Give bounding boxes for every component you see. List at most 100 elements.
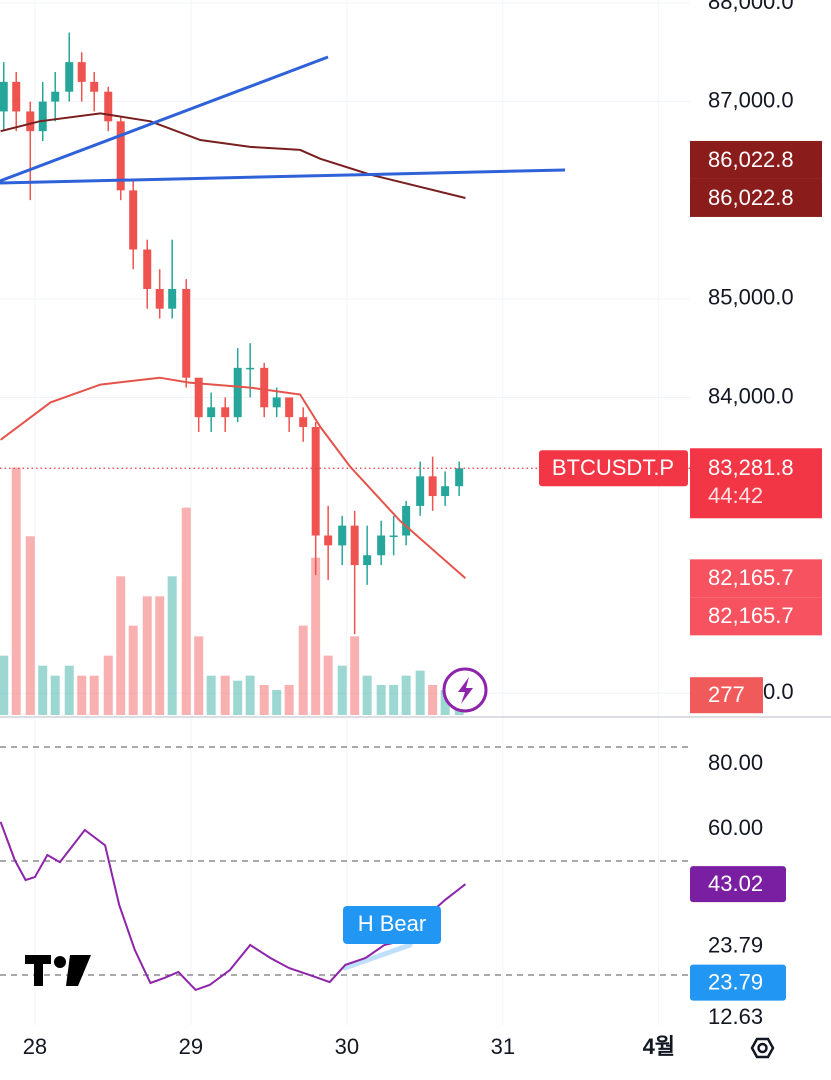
- countdown-label: 44:42: [708, 483, 763, 508]
- annotation-label: H Bear: [358, 911, 426, 936]
- price-tag: [690, 140, 822, 179]
- candle-body: [0, 81, 8, 112]
- volume-bar: [440, 689, 450, 715]
- price-tag: [690, 597, 822, 636]
- candle-body: [324, 535, 333, 546]
- x-tick-label: 30: [335, 1034, 359, 1059]
- volume-bar: [64, 665, 74, 715]
- last-price-label: 83,281.8: [708, 455, 794, 480]
- volume-bar: [0, 655, 9, 715]
- price-tag-label: 82,165.7: [708, 603, 794, 628]
- candle-body: [389, 535, 398, 538]
- volume-bar: [89, 675, 99, 715]
- volume-bar: [116, 576, 126, 715]
- volume-bar: [220, 675, 230, 715]
- rsi-tag-label: 43.02: [708, 871, 763, 896]
- tradingview-logo: [25, 955, 91, 986]
- rsi-tick-label: 60.00: [708, 815, 763, 840]
- candle-body: [363, 555, 372, 566]
- candle-body: [350, 525, 359, 566]
- candle-body: [182, 288, 191, 378]
- candle-body: [221, 407, 230, 418]
- candle-body: [116, 121, 125, 191]
- volume-bar: [181, 507, 191, 715]
- rsi-tag: [690, 866, 786, 903]
- rsi-tag: [690, 964, 786, 1001]
- candle-body: [272, 397, 281, 408]
- volume-bar: [77, 675, 87, 715]
- candle-body: [129, 190, 138, 250]
- candle-body: [65, 62, 74, 92]
- candle-body: [377, 535, 386, 556]
- rsi-tick-label: 23.79: [708, 932, 763, 957]
- candle-body: [311, 427, 320, 536]
- y-tick-label: 85,000.0: [708, 285, 794, 310]
- candle-body: [233, 367, 242, 418]
- y-tick-label: 88,000.0: [708, 0, 794, 14]
- volume-bar: [103, 655, 113, 715]
- symbol-tag: [539, 450, 688, 487]
- moving-average-line: [0, 112, 466, 199]
- candle-body: [104, 91, 113, 122]
- candle-body: [299, 417, 308, 428]
- candle-body: [246, 367, 255, 370]
- candle-body: [194, 377, 203, 418]
- lightning-button[interactable]: [442, 667, 488, 713]
- divergence-line: [342, 942, 413, 971]
- candle-body: [402, 505, 411, 536]
- settings-button[interactable]: [750, 1037, 775, 1059]
- price-tag-label: 86,022.8: [708, 185, 794, 210]
- volume-bar: [206, 675, 216, 715]
- price-tag-label: 82,165.7: [708, 565, 794, 590]
- trend-line: [0, 55, 329, 183]
- x-tick-label: 4월: [643, 1034, 675, 1059]
- volume-bar: [401, 675, 411, 715]
- candle-body: [155, 288, 164, 309]
- candle-body: [260, 367, 269, 408]
- y-tick-label: 84,000.0: [708, 383, 794, 408]
- volume-bar: [167, 576, 177, 715]
- volume-bar: [50, 675, 60, 715]
- volume-bar: [389, 684, 399, 715]
- trend-line: [0, 168, 566, 185]
- candle-body: [207, 407, 216, 418]
- price-tag: [690, 559, 822, 598]
- volume-bar: [128, 625, 138, 715]
- volume-bar: [337, 665, 347, 715]
- axis-layer: 28 29 30 31 4월 88,000.0 87,000.0 85,000.0 84,000…: [23, 0, 822, 1059]
- moving-average-line: [0, 376, 467, 580]
- volume-bar: [194, 636, 204, 715]
- candle-body: [285, 397, 294, 418]
- price-tag-label: 86,022.8: [708, 147, 794, 172]
- candle-body: [77, 62, 86, 82]
- volume-bar: [233, 680, 243, 715]
- volume-bar: [415, 670, 425, 715]
- candle-body: [38, 101, 47, 132]
- candle-body: [143, 249, 152, 289]
- volume-bar: [350, 636, 360, 715]
- candle-body: [26, 111, 35, 132]
- candle-body: [168, 288, 177, 309]
- volume-bar: [311, 557, 321, 715]
- volume-bar: [284, 684, 294, 715]
- y-tick-label: 87,000.0: [708, 87, 794, 112]
- candle-body: [338, 525, 347, 546]
- volume-bar: [298, 625, 308, 715]
- price-layer: [0, 32, 690, 635]
- rsi-tick-label: 12.63: [708, 1004, 763, 1029]
- volume-bar: [155, 596, 165, 715]
- volume-bar: [25, 536, 35, 715]
- volume-bar: [323, 655, 333, 715]
- candle-body: [441, 486, 450, 497]
- rsi-tag-label: 23.79: [708, 969, 763, 994]
- volume-bar: [376, 684, 386, 715]
- rsi-layer: H Bear: [0, 821, 467, 992]
- volume-bar: [245, 675, 255, 715]
- candle-body: [416, 476, 425, 506]
- volume-layer: [0, 467, 464, 715]
- volume-tag: [690, 677, 763, 714]
- volume-bar: [142, 596, 152, 715]
- volume-bar: [38, 665, 48, 715]
- x-tick-label: 28: [23, 1034, 47, 1059]
